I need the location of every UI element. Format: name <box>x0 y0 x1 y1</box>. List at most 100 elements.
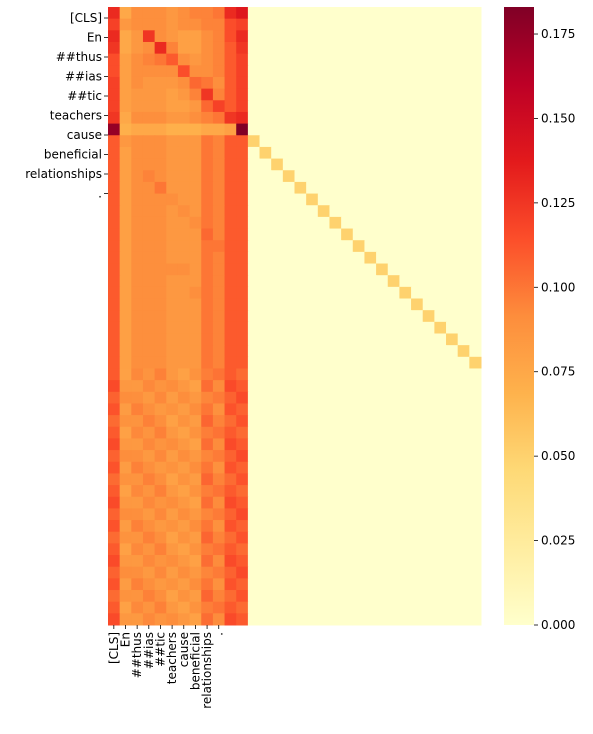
heatmap-cell <box>131 380 144 393</box>
heatmap-cell <box>189 146 202 160</box>
heatmap-cell <box>446 310 459 323</box>
heatmap-cell <box>201 7 214 20</box>
heatmap-cell <box>376 146 389 160</box>
heatmap-cell <box>142 170 156 183</box>
heatmap-cell <box>212 41 226 55</box>
heatmap-cell <box>201 298 214 311</box>
heatmap-cell <box>166 30 179 43</box>
heatmap-cell <box>317 18 330 31</box>
heatmap-cell <box>411 508 424 521</box>
heatmap-cell <box>387 496 400 509</box>
heatmap-cell <box>247 205 261 218</box>
heatmap-cell <box>201 438 214 451</box>
heatmap-cell <box>108 146 121 160</box>
heatmap-cell <box>317 496 330 509</box>
heatmap-cell <box>224 275 237 288</box>
heatmap-cell <box>212 53 226 66</box>
heatmap-cell <box>119 181 132 195</box>
heatmap-cell <box>247 566 261 579</box>
heatmap-cell <box>364 263 377 276</box>
heatmap-cell <box>166 473 179 486</box>
heatmap-cell <box>469 345 482 358</box>
heatmap-cell <box>294 508 307 521</box>
heatmap-cell <box>224 298 237 311</box>
heatmap-cell <box>236 485 249 498</box>
heatmap-cell <box>457 578 470 591</box>
heatmap-cell <box>224 88 237 101</box>
heatmap-cell <box>457 415 470 428</box>
heatmap-cell <box>201 158 214 171</box>
heatmap-cell <box>306 310 319 323</box>
heatmap-cell <box>271 41 284 55</box>
heatmap-cell <box>177 135 191 148</box>
heatmap-cell <box>329 555 342 568</box>
heatmap-cell <box>434 123 447 136</box>
heatmap-cell <box>236 76 249 90</box>
heatmap-cell <box>294 543 307 556</box>
heatmap-cell <box>352 496 365 509</box>
heatmap-cell <box>224 345 237 358</box>
heatmap-cell <box>341 181 354 195</box>
heatmap-cell <box>224 135 237 148</box>
heatmap-cell <box>446 520 459 533</box>
heatmap-cell <box>259 590 272 603</box>
heatmap-cell <box>317 170 330 183</box>
heatmap-cell <box>177 7 191 20</box>
heatmap-cell <box>154 53 167 66</box>
heatmap-cell <box>329 216 342 230</box>
heatmap-cell <box>282 76 295 90</box>
heatmap-cell <box>306 520 319 533</box>
heatmap-cell <box>399 531 412 544</box>
heatmap-cell <box>446 613 459 626</box>
heatmap-cell <box>469 391 482 404</box>
heatmap-cell <box>189 286 202 300</box>
heatmap-cell <box>469 298 482 311</box>
heatmap-cell <box>387 111 400 125</box>
heatmap-cell <box>341 135 354 148</box>
heatmap-cell <box>131 216 144 230</box>
heatmap-cell <box>271 18 284 31</box>
heatmap-cell <box>422 356 435 369</box>
heatmap-cell <box>212 240 226 253</box>
heatmap-cell <box>317 450 330 463</box>
heatmap-cell <box>422 240 435 253</box>
heatmap-cell <box>317 368 330 381</box>
heatmap-cell <box>119 240 132 253</box>
heatmap-cell <box>364 170 377 183</box>
heatmap-cell <box>434 473 447 486</box>
heatmap-cell <box>446 135 459 148</box>
heatmap-cell <box>154 461 167 474</box>
heatmap-cell <box>399 566 412 579</box>
heatmap-cell <box>154 181 167 195</box>
heatmap-cell <box>236 228 249 241</box>
heatmap-cell <box>469 368 482 381</box>
heatmap-cell <box>108 76 121 90</box>
heatmap-cell <box>142 590 156 603</box>
heatmap-cell <box>387 240 400 253</box>
heatmap-cell <box>352 123 365 136</box>
heatmap-cell <box>329 7 342 20</box>
heatmap-cell <box>154 228 167 241</box>
heatmap-cell <box>259 461 272 474</box>
heatmap-cell <box>352 415 365 428</box>
heatmap-cell <box>411 111 424 125</box>
heatmap-cell <box>446 508 459 521</box>
heatmap-cell <box>422 555 435 568</box>
heatmap-cell <box>212 146 226 160</box>
heatmap-cell <box>201 403 214 416</box>
heatmap-cell <box>469 65 482 78</box>
heatmap-cell <box>317 193 330 206</box>
heatmap-cell <box>422 263 435 276</box>
heatmap-cell <box>259 333 272 346</box>
heatmap-cell <box>154 135 167 148</box>
heatmap-cell <box>201 310 214 323</box>
heatmap-cell <box>399 461 412 474</box>
heatmap-cell <box>108 450 121 463</box>
heatmap-cell <box>306 508 319 521</box>
heatmap-cell <box>364 193 377 206</box>
heatmap-cell <box>411 146 424 160</box>
heatmap-cell <box>177 76 191 90</box>
heatmap-cell <box>294 41 307 55</box>
heatmap-cell <box>247 531 261 544</box>
heatmap-cell <box>271 205 284 218</box>
